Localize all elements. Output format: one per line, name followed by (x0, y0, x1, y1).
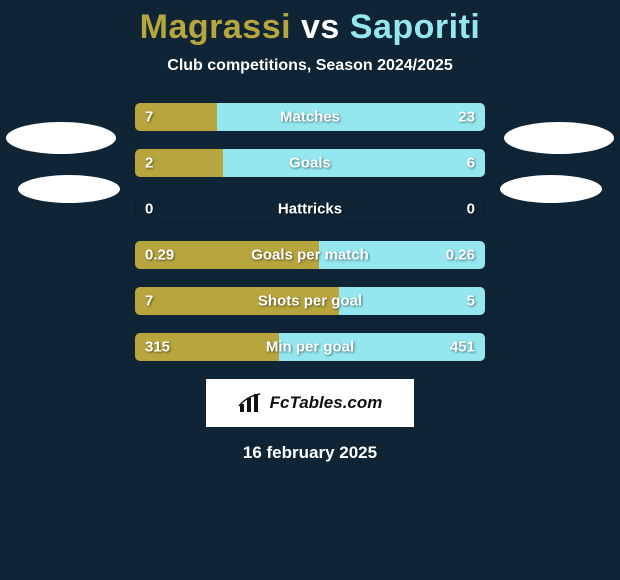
value-right: 451 (450, 339, 475, 356)
stat-row: 7 5 Shots per goal (135, 287, 485, 315)
stat-row: 7 23 Matches (135, 103, 485, 131)
bar-chart-icon (238, 392, 264, 414)
stat-row: 0.29 0.26 Goals per match (135, 241, 485, 269)
page-title: Magrassi vs Saporiti (0, 8, 620, 47)
logo-box: FcTables.com (206, 379, 414, 427)
bar-right (217, 103, 485, 131)
value-left: 315 (145, 339, 170, 356)
bar-right (223, 149, 486, 177)
value-left: 7 (145, 293, 153, 310)
value-right: 0.26 (446, 247, 475, 264)
value-right: 0 (467, 201, 475, 218)
value-right: 23 (458, 109, 475, 126)
value-right: 5 (467, 293, 475, 310)
stat-row: 2 6 Goals (135, 149, 485, 177)
subtitle: Club competitions, Season 2024/2025 (0, 57, 620, 75)
stat-label: Min per goal (266, 339, 354, 356)
footer-date: 16 february 2025 (0, 443, 620, 463)
stat-row: 315 451 Min per goal (135, 333, 485, 361)
stat-row: 0 0 Hattricks (135, 195, 485, 223)
vs-label: vs (301, 8, 340, 46)
stat-label: Goals per match (251, 247, 369, 264)
value-right: 6 (467, 155, 475, 172)
comparison-card: Magrassi vs Saporiti Club competitions, … (0, 0, 620, 463)
stat-label: Hattricks (278, 201, 342, 218)
player1-avatar-top (6, 122, 116, 154)
stat-label: Shots per goal (258, 293, 362, 310)
player1-name: Magrassi (140, 8, 291, 46)
player1-avatar-bottom (18, 175, 120, 203)
value-left: 7 (145, 109, 153, 126)
value-left: 0 (145, 201, 153, 218)
player2-avatar-bottom (500, 175, 602, 203)
stat-label: Goals (289, 155, 331, 172)
logo-text: FcTables.com (270, 393, 383, 413)
player2-name: Saporiti (350, 8, 481, 46)
value-left: 0.29 (145, 247, 174, 264)
value-left: 2 (145, 155, 153, 172)
stats-bars: 7 23 Matches 2 6 Goals 0 0 Hattricks 0.29 0.26 Goal… (135, 103, 485, 361)
stat-label: Matches (280, 109, 340, 126)
player2-avatar-top (504, 122, 614, 154)
